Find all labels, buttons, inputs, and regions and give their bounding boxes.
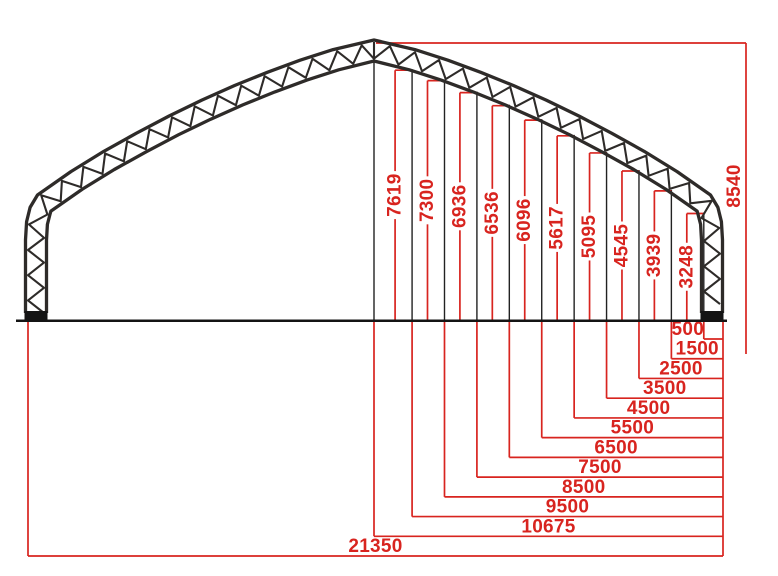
truss-foot-left [24, 311, 48, 320]
overall-height-dimension: 8540 [376, 42, 747, 354]
label-mask [582, 212, 599, 261]
width-dim-label-8500: 8500 [562, 477, 605, 498]
width-dim-label-4500: 4500 [627, 398, 670, 419]
label-mask [387, 171, 404, 220]
truss-structure [23, 38, 725, 320]
width-dim-label-1500: 1500 [675, 339, 718, 360]
label-mask [646, 231, 663, 280]
width-dim-label-2500: 2500 [659, 358, 702, 379]
height-dim-label-7300: 7300 [417, 179, 438, 222]
height-dimensions: 7619 7300 6936 6536 6096 5617 5095 4545 3939 3248 [373, 61, 705, 322]
height-dim-label-3248: 3248 [676, 245, 697, 288]
label-mask [419, 176, 436, 225]
label-mask [614, 221, 631, 270]
height-dim-label-5095: 5095 [579, 215, 600, 259]
width-dim-label-10675: 10675 [521, 516, 575, 537]
height-dim-label-4545: 4545 [611, 224, 632, 268]
height-dim-label-5617: 5617 [547, 206, 568, 249]
label-mask [484, 188, 501, 237]
width-dim-label-7500: 7500 [578, 457, 621, 478]
dimension-layer: 5001500250035004500550065007500850095001… [27, 42, 747, 557]
width-dim-label-21350: 21350 [348, 536, 402, 557]
overall-height-label-8540: 8540 [724, 164, 745, 207]
width-dimensions: 5001500250035004500550065007500850095001… [27, 319, 724, 557]
label-mask [452, 182, 469, 231]
label-mask [517, 196, 534, 245]
height-dim-label-6536: 6536 [482, 191, 503, 234]
width-dim-label-9500: 9500 [546, 497, 589, 518]
label-mask [679, 242, 696, 291]
width-dim-label-3500: 3500 [643, 378, 686, 399]
width-dim-label-6500: 6500 [594, 437, 637, 458]
height-dim-label-7619: 7619 [385, 173, 406, 216]
height-dim-label-6096: 6096 [514, 198, 535, 241]
width-dim-label-5500: 5500 [611, 418, 654, 439]
height-dim-label-6936: 6936 [449, 185, 470, 228]
truss-bottom-chord [44, 59, 704, 313]
truss-web [26, 44, 722, 314]
width-dim-label-500: 500 [671, 319, 704, 340]
label-mask [727, 162, 743, 210]
truss-foot-right [700, 311, 724, 320]
label-mask [549, 203, 566, 252]
truss-top-chord [23, 38, 725, 313]
height-dim-label-3939: 3939 [644, 234, 665, 277]
